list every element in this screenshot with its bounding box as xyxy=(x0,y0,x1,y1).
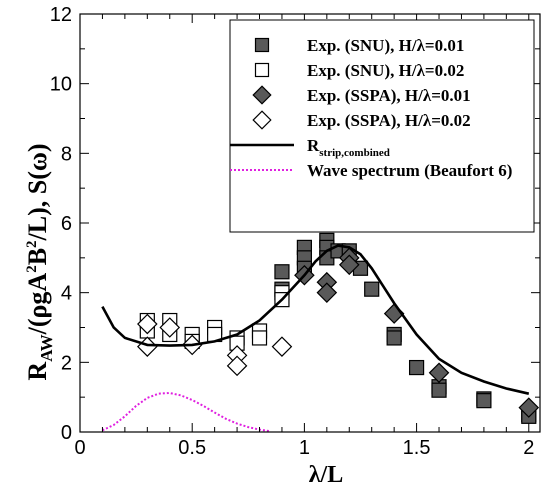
diamond-open-point xyxy=(226,355,248,377)
legend-marker-2 xyxy=(252,85,272,105)
diamond-open-point xyxy=(137,313,158,335)
x-tick-label: 0.5 xyxy=(178,437,206,459)
legend-label-main: R xyxy=(307,136,320,155)
y-tick-label: 8 xyxy=(61,143,72,165)
r-strip-combined-line xyxy=(101,244,530,395)
diamond-open-point xyxy=(159,317,181,338)
legend-label-0: Exp. (SNU), H/λ=0.01 xyxy=(307,36,464,55)
legend-label-4: Rstrip,combined xyxy=(307,136,390,159)
y-title-part2: B xyxy=(23,248,52,265)
square-filled-point xyxy=(274,264,290,280)
diamond-filled-point xyxy=(338,254,360,276)
legend-label-sub: strip,combined xyxy=(319,147,390,159)
diamond-filled-point xyxy=(316,282,338,303)
legend-marker-3 xyxy=(252,110,272,130)
svg-text:RAW/(ρgA2B2/L), S(ω): RAW/(ρgA2B2/L), S(ω) xyxy=(23,143,56,380)
y-title-part3: /L), S(ω) xyxy=(23,143,52,241)
y-tick-label: 2 xyxy=(61,352,72,374)
y-title-part1: /(ρgA xyxy=(23,273,52,336)
y-tick-label: 10 xyxy=(50,74,72,96)
y-tick-label: 4 xyxy=(61,283,72,305)
legend-label-1: Exp. (SNU), H/λ=0.02 xyxy=(307,61,464,80)
legend-label-2: Exp. (SSPA), H/λ=0.01 xyxy=(307,86,471,105)
diamond-open-point xyxy=(137,336,158,357)
square-filled-point xyxy=(364,281,380,297)
y-title-sup2: 2 xyxy=(24,240,40,248)
wave-spectrum-line xyxy=(101,391,271,433)
diamond-open-point xyxy=(271,336,293,357)
legend-label-5: Wave spectrum (Beaufort 6) xyxy=(307,161,512,180)
legend-marker-0 xyxy=(254,37,270,53)
square-filled-point xyxy=(431,382,447,398)
y-title-r: R xyxy=(23,362,52,381)
x-axis-title: λ/L xyxy=(309,462,343,488)
x-tick-label: 0 xyxy=(74,437,85,459)
plot-area xyxy=(101,232,540,433)
y-tick-label: 6 xyxy=(61,213,72,235)
square-filled-point xyxy=(476,393,492,409)
diamond-filled-point xyxy=(518,397,540,418)
legend-marker-1 xyxy=(254,62,270,78)
x-tick-label: 1 xyxy=(299,437,310,459)
y-axis-title: RAW/(ρgA2B2/L), S(ω) xyxy=(23,143,56,380)
legend: Exp. (SNU), H/λ=0.01 Exp. (SNU), H/λ=0.02… xyxy=(229,19,535,233)
square-open-point xyxy=(251,330,268,346)
square-filled-point xyxy=(386,330,402,346)
y-tick-label: 0 xyxy=(61,422,72,444)
legend-label-3: Exp. (SSPA), H/λ=0.02 xyxy=(307,111,471,130)
square-filled-point xyxy=(408,359,425,376)
y-title-sub: AW xyxy=(37,334,56,361)
legend-box xyxy=(229,19,535,233)
diamond-filled-point xyxy=(428,362,450,384)
x-tick-label: 2 xyxy=(523,437,534,459)
y-title-sup1: 2 xyxy=(24,265,40,273)
y-tick-label: 12 xyxy=(50,4,72,26)
x-tick-label: 1.5 xyxy=(403,437,431,459)
axes: 0 0.5 1 1.5 2 0 2 4 6 8 10 12 xyxy=(50,4,541,459)
